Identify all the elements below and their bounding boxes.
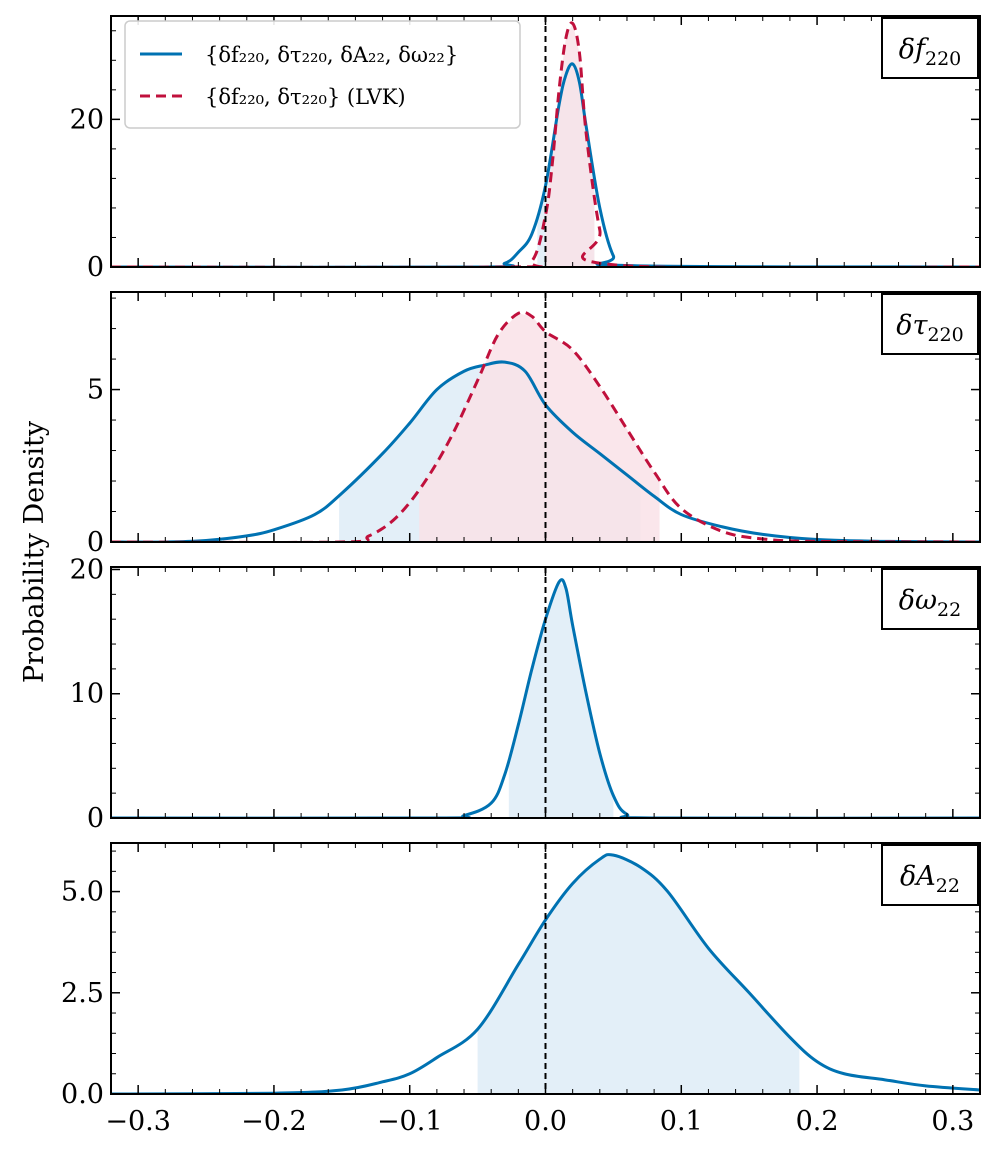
y-axis-label: Probability Density bbox=[19, 420, 50, 683]
panel-tag-subscript: 22 bbox=[936, 875, 960, 897]
ci-fill-lvk bbox=[419, 313, 660, 542]
y-tick-label: 5.0 bbox=[61, 877, 104, 908]
density-curve-lvk bbox=[111, 310, 980, 542]
panel-tag-box bbox=[881, 293, 979, 355]
x-tick-label: −0.2 bbox=[241, 1106, 307, 1137]
ci-fill-full bbox=[477, 855, 800, 1094]
x-tick-label: 0.3 bbox=[931, 1106, 974, 1137]
x-tick-label: −0.1 bbox=[377, 1106, 443, 1137]
panel-1: 0 20 δf220 bbox=[70, 15, 981, 283]
panel-tag-label: δf220 bbox=[899, 34, 962, 70]
legend-entry: {δf₂₂₀, δτ₂₂₀, δA₂₂, δω₂₂} bbox=[205, 43, 458, 67]
x-tick-label: 0.0 bbox=[524, 1106, 567, 1137]
panel-plot-area bbox=[111, 310, 980, 542]
x-tick-label: 0.2 bbox=[796, 1106, 839, 1137]
panel-tag-box bbox=[881, 17, 979, 79]
panel-tag-box bbox=[881, 844, 979, 906]
y-tick-label: 5 bbox=[87, 375, 104, 406]
y-tick-label: 20 bbox=[70, 104, 104, 135]
y-tick-label: 0 bbox=[87, 527, 104, 558]
y-tick-label: 0 bbox=[87, 252, 104, 283]
ci-fill-lvk bbox=[545, 23, 595, 267]
density-curve-full bbox=[111, 360, 980, 542]
legend-frame bbox=[124, 20, 521, 129]
panel-tag-box bbox=[881, 568, 979, 630]
density-curve-full bbox=[111, 853, 980, 1094]
y-tick-label: 10 bbox=[70, 679, 104, 710]
panel-tag-label: δω22 bbox=[899, 585, 961, 621]
panel-tag-subscript: 22 bbox=[937, 599, 961, 621]
panel-tag-symbol: δτ bbox=[896, 310, 928, 341]
panel-tag-subscript: 220 bbox=[927, 324, 963, 346]
panel-tag-symbol: δf bbox=[899, 34, 929, 65]
panel-tag-symbol: δA bbox=[900, 861, 936, 892]
panel-tag-symbol: δω bbox=[899, 585, 937, 616]
x-tick-label: 0.1 bbox=[660, 1106, 703, 1137]
ci-fill-full bbox=[508, 582, 614, 818]
legend-entry: {δf₂₂₀, δτ₂₂₀} (LVK) bbox=[205, 85, 406, 109]
panel-tag-label: δτ220 bbox=[896, 310, 963, 346]
panel-tag-label: δA22 bbox=[900, 861, 960, 897]
panel-plot-area bbox=[111, 853, 980, 1094]
x-tick-label: −0.3 bbox=[105, 1106, 171, 1137]
panel-plot-area bbox=[111, 21, 980, 267]
panel-4: −0.3 −0.2 −0.1 0.0 0.1 0.2 0.3 0.0 2.5 5.0 δA22 bbox=[61, 842, 981, 1137]
panel-2: 0 5 δτ220 bbox=[87, 291, 981, 558]
y-tick-label: 0 bbox=[87, 803, 104, 834]
legend: {δf₂₂₀, δτ₂₂₀, δA₂₂, δω₂₂} {δf₂₂₀, δτ₂₂₀}… bbox=[124, 20, 521, 129]
y-tick-label: 2.5 bbox=[61, 978, 104, 1009]
y-tick-label: 20 bbox=[70, 554, 104, 585]
y-tick-label: 0.0 bbox=[61, 1079, 104, 1110]
panel-3: 0 10 20 δω22 bbox=[70, 554, 981, 834]
panel-tag-subscript: 220 bbox=[925, 48, 961, 70]
